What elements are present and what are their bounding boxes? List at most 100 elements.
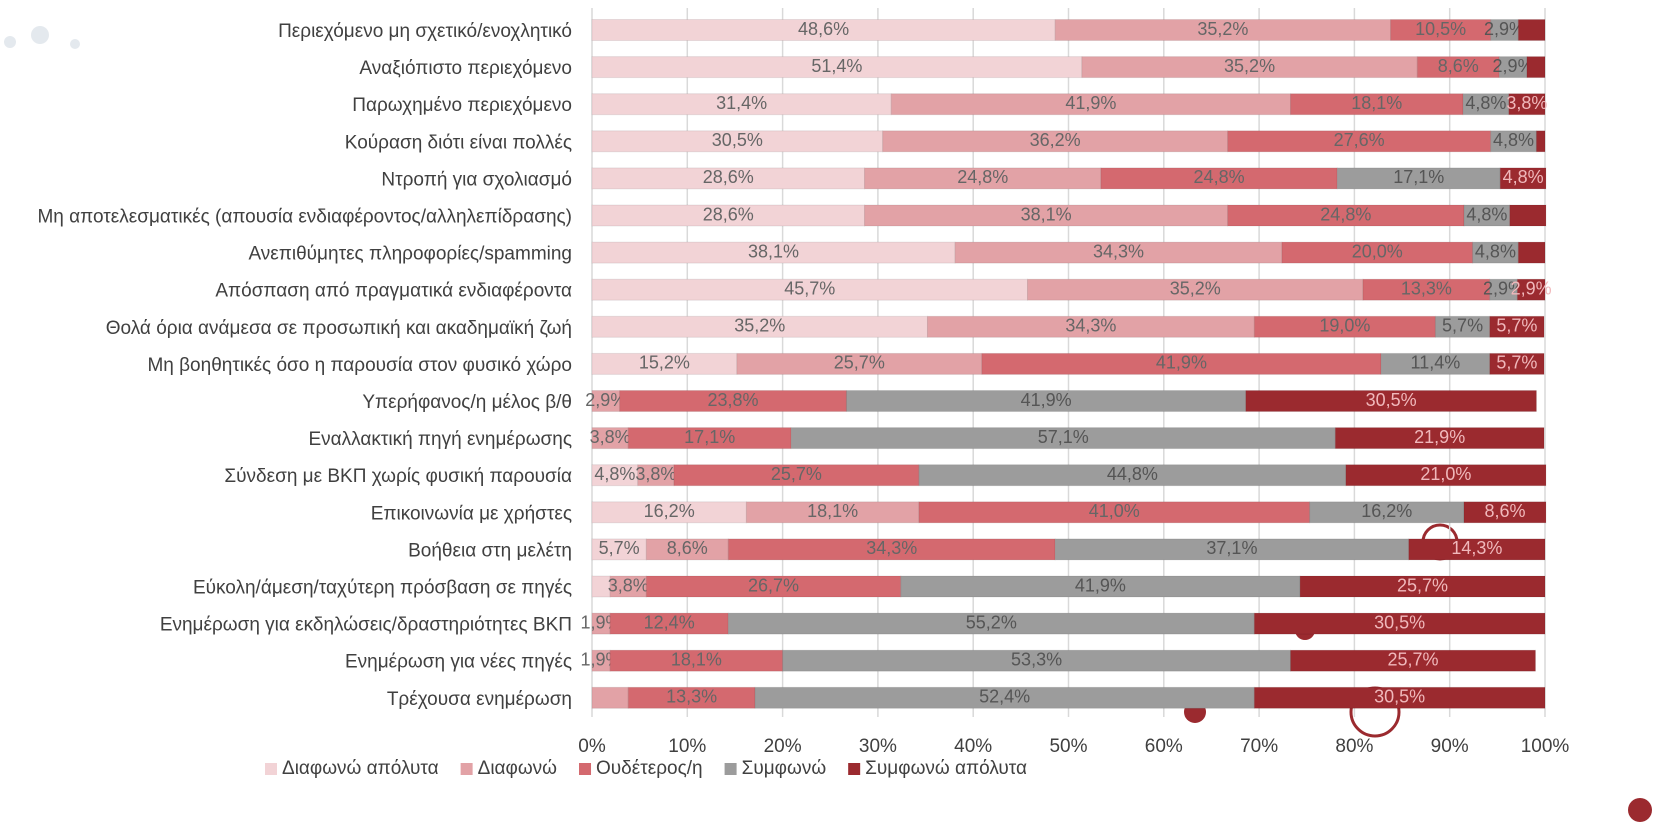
bar-segment: [1535, 130, 1546, 153]
legend-label: Συμφωνώ: [742, 758, 827, 779]
data-label: 35,2%: [1224, 56, 1275, 76]
bar-segment: [1509, 204, 1547, 227]
x-tick-label: 60%: [1145, 736, 1183, 757]
data-label: 30,5%: [712, 130, 763, 150]
data-label: 3,8%: [608, 575, 649, 595]
data-label: 25,7%: [771, 464, 822, 484]
y-tick-label: Ενημέρωση για εκδηλώσεις/δραστηριότητες …: [160, 615, 572, 636]
data-label: 3,8%: [590, 427, 631, 447]
legend-label: Συμφωνώ απόλυτα: [865, 758, 1027, 779]
x-tick-label: 50%: [1049, 736, 1087, 757]
data-label: 14,3%: [1451, 538, 1502, 558]
data-label: 5,7%: [1442, 316, 1483, 336]
data-label: 2,9%: [1493, 56, 1534, 76]
data-label: 4,8%: [1503, 167, 1544, 187]
data-label: 41,9%: [1075, 575, 1126, 595]
data-label: 27,6%: [1334, 130, 1385, 150]
data-label: 38,1%: [748, 241, 799, 261]
bar-segment: [745, 501, 920, 524]
data-label: 11,4%: [1411, 353, 1461, 373]
y-tick-label: Αναξιόπιστο περιεχόμενο: [359, 58, 572, 79]
data-label: 44,8%: [1107, 464, 1158, 484]
y-tick-label: Κούραση διότι είναι πολλές: [345, 132, 572, 153]
data-label: 2,9%: [1483, 278, 1524, 298]
y-tick-label: Βοήθεια στη μελέτη: [408, 540, 572, 561]
bar-segment: [1290, 649, 1536, 672]
data-label: 2,9%: [585, 390, 626, 410]
data-label: 3,8%: [635, 464, 676, 484]
data-label: 45,7%: [784, 278, 835, 298]
data-label: 17,1%: [684, 427, 735, 447]
bar-segment: [1508, 93, 1546, 116]
x-tick-label: 30%: [859, 736, 897, 757]
y-tick-label: Μη αποτελεσματικές (απουσία ενδιαφέροντο…: [37, 207, 572, 228]
bar-segment: [591, 686, 629, 709]
data-label: 34,3%: [1065, 316, 1116, 336]
y-tick-label: Παρωχημένο περιεχόμενο: [352, 95, 572, 116]
bar-segment: [1334, 427, 1545, 450]
data-label: 3,8%: [1506, 93, 1547, 113]
data-label: 30,5%: [1374, 612, 1425, 632]
data-label: 15,2%: [639, 353, 690, 373]
data-label: 13,3%: [1401, 278, 1452, 298]
data-label: 41,9%: [1021, 390, 1072, 410]
data-label: 21,0%: [1420, 464, 1471, 484]
data-label: 24,8%: [1194, 167, 1245, 187]
bar-segment: [1245, 390, 1537, 412]
y-tick-label: Ντροπή για σχολιασμό: [381, 169, 572, 190]
legend-label: Διαφωνώ: [478, 758, 558, 779]
data-label: 10,5%: [1415, 19, 1466, 39]
data-label: 51,4%: [811, 56, 862, 76]
data-label: 53,3%: [1011, 649, 1062, 669]
data-label: 57,1%: [1038, 427, 1089, 447]
data-label: 4,8%: [1475, 241, 1516, 261]
legend-label: Διαφωνώ απόλυτα: [282, 758, 439, 779]
data-label: 16,2%: [644, 501, 695, 521]
legend-swatch: [579, 763, 592, 775]
y-tick-label: Μη βοηθητικές όσο η παρουσία στον φυσικό…: [147, 355, 572, 376]
data-label: 35,2%: [1170, 278, 1221, 298]
data-label: 35,2%: [1197, 19, 1248, 39]
y-tick-label: Υπερήφανος/η μέλος β/θ: [362, 392, 572, 413]
data-label: 36,2%: [1030, 130, 1081, 150]
bar-segment: [1463, 501, 1547, 524]
x-tick-label: 40%: [954, 736, 992, 757]
data-label: 23,8%: [708, 390, 759, 410]
bar-segment: [1490, 19, 1519, 41]
y-tick-label: Απόσπαση από πραγματικά ενδιαφέροντα: [215, 281, 572, 302]
data-label: 13,3%: [666, 687, 717, 707]
data-label: 25,7%: [1387, 649, 1438, 669]
data-label: 41,9%: [1065, 93, 1116, 113]
bar-segment: [1408, 538, 1546, 561]
x-tick-label: 90%: [1431, 736, 1469, 757]
y-tick-label: Τρέχουσα ενημέρωση: [387, 689, 572, 710]
data-label: 35,2%: [734, 316, 785, 336]
y-tick-label: Εύκολη/άμεση/ταχύτερη πρόσβαση σε πηγές: [193, 578, 572, 599]
x-tick-label: 10%: [668, 736, 706, 757]
data-label: 28,6%: [703, 204, 754, 224]
data-label: 8,6%: [1438, 56, 1479, 76]
x-tick-label: 20%: [764, 736, 802, 757]
data-label: 37,1%: [1206, 538, 1257, 558]
legend-swatch: [848, 763, 861, 775]
data-label: 38,1%: [1021, 204, 1072, 224]
y-tick-label: Εναλλακτική πηγή ενημέρωσης: [309, 429, 573, 450]
y-tick-label: Ανεπιθύμητες πληροφορίες/spamming: [248, 244, 572, 265]
data-label: 2,9%: [1511, 278, 1552, 298]
legend-swatch: [724, 763, 737, 775]
y-tick-label: Περιεχόμενο μη σχετικό/ενοχλητικό: [278, 21, 572, 42]
data-label: 4,8%: [1466, 204, 1507, 224]
data-label: 25,7%: [834, 353, 885, 373]
bar-segment: [1489, 352, 1545, 375]
data-label: 20,0%: [1352, 241, 1403, 261]
legend-swatch: [265, 763, 277, 775]
bar-segment: [1517, 241, 1546, 264]
bar-segment: [1526, 56, 1546, 79]
data-label: 24,8%: [957, 167, 1008, 187]
data-label: 17,1%: [1393, 167, 1444, 187]
bar-segment: [1253, 686, 1546, 709]
data-label: 18,1%: [1351, 93, 1402, 113]
data-label: 25,7%: [1397, 575, 1448, 595]
data-label: 12,4%: [644, 612, 695, 632]
